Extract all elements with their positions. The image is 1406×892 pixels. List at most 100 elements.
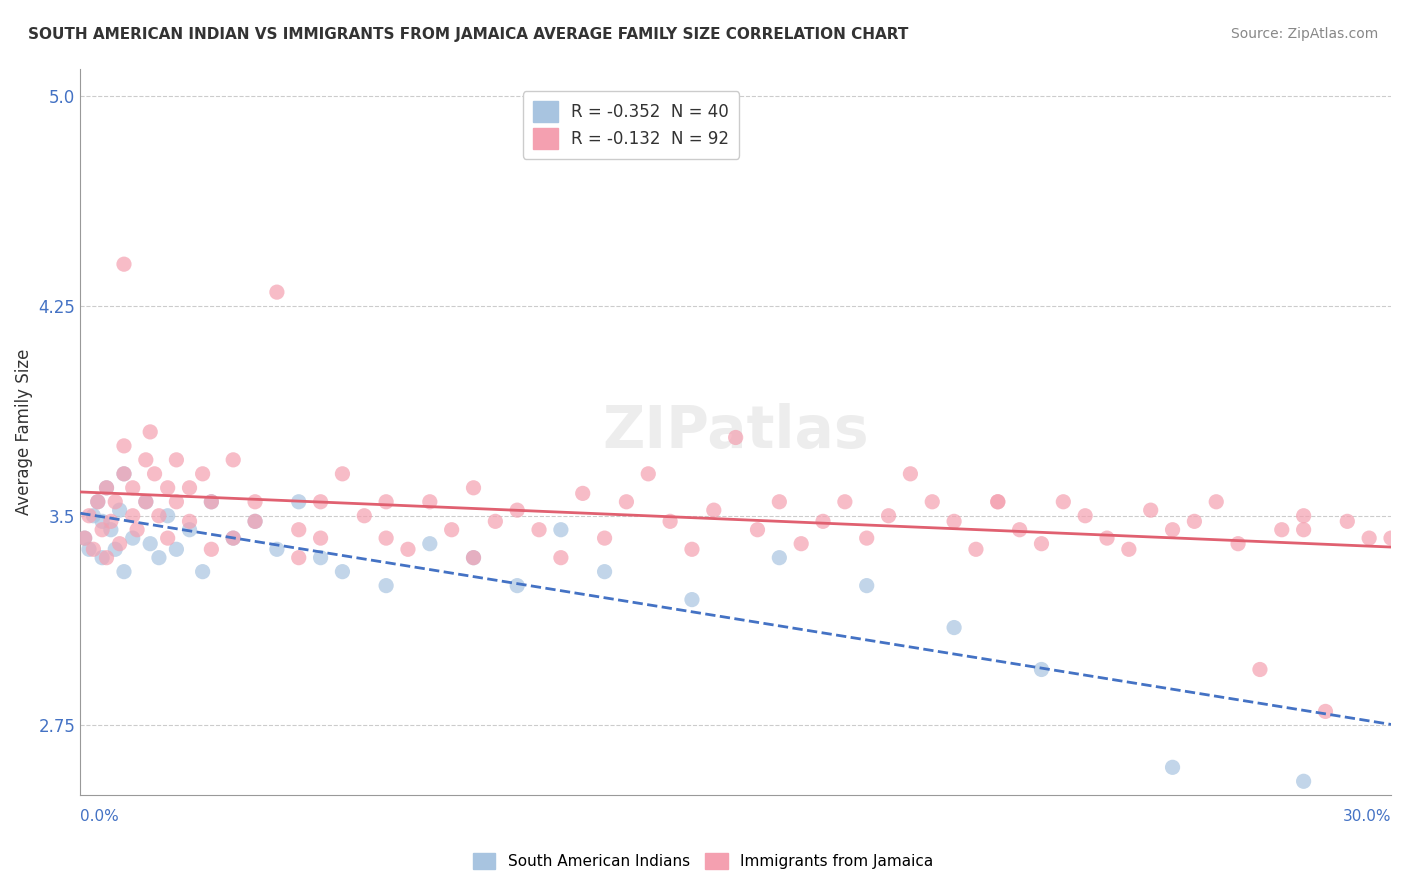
Point (550, 550, 572, 565)
Point (139, 537, 162, 551)
Point (82, 508, 104, 523)
Point (353, 508, 375, 523)
Point (637, 467, 659, 481)
Point (593, 565, 616, 579)
Point (1292, 508, 1315, 523)
Point (112, 257, 135, 271)
Point (724, 430, 747, 444)
Point (506, 503, 529, 517)
Point (108, 503, 131, 517)
Point (987, 495, 1010, 509)
Point (91, 523, 114, 537)
Point (135, 453, 157, 467)
Point (108, 537, 131, 551)
Point (243, 514, 266, 528)
Point (309, 550, 332, 565)
Point (1052, 495, 1074, 509)
Point (127, 523, 149, 537)
Point (375, 495, 398, 509)
Point (287, 495, 309, 509)
Point (222, 453, 245, 467)
Point (135, 495, 157, 509)
Point (571, 486, 593, 500)
Point (900, 467, 922, 481)
Point (96, 550, 118, 565)
Point (243, 514, 266, 528)
Point (96, 481, 118, 495)
Point (1182, 514, 1205, 528)
Legend: South American Indians, Immigrants from Jamaica: South American Indians, Immigrants from … (467, 847, 939, 875)
Point (243, 495, 266, 509)
Point (768, 550, 790, 565)
Point (135, 495, 157, 509)
Text: Source: ZipAtlas.com: Source: ZipAtlas.com (1230, 27, 1378, 41)
Point (1161, 760, 1184, 774)
Point (659, 514, 682, 528)
Point (156, 508, 179, 523)
Point (200, 495, 222, 509)
Point (112, 565, 135, 579)
Point (82, 542, 104, 557)
Point (965, 542, 987, 557)
Point (191, 467, 214, 481)
Point (77, 508, 100, 523)
Point (1249, 663, 1271, 677)
Point (1139, 503, 1161, 517)
Point (222, 531, 245, 545)
Point (1031, 663, 1053, 677)
Point (165, 495, 187, 509)
Point (1008, 523, 1031, 537)
Point (179, 514, 201, 528)
Point (121, 508, 143, 523)
Point (1118, 542, 1140, 557)
Text: ZIPatlas: ZIPatlas (602, 403, 869, 460)
Point (811, 514, 834, 528)
Point (165, 453, 187, 467)
Point (790, 537, 813, 551)
Text: 30.0%: 30.0% (1343, 809, 1391, 824)
Point (191, 565, 214, 579)
Point (112, 439, 135, 453)
Point (463, 481, 485, 495)
Point (943, 621, 966, 635)
Y-axis label: Average Family Size: Average Family Size (15, 349, 32, 515)
Point (463, 550, 485, 565)
Point (100, 514, 122, 528)
Point (309, 495, 332, 509)
Point (1031, 537, 1053, 551)
Legend: R = -0.352  N = 40, R = -0.132  N = 92: R = -0.352 N = 40, R = -0.132 N = 92 (523, 91, 740, 159)
Point (222, 531, 245, 545)
Point (1095, 531, 1118, 545)
Point (943, 514, 966, 528)
Point (139, 425, 162, 439)
Point (440, 523, 463, 537)
Point (165, 542, 187, 557)
Point (121, 531, 143, 545)
Point (1292, 523, 1315, 537)
Point (112, 467, 135, 481)
Point (506, 579, 529, 593)
Point (877, 508, 900, 523)
Point (200, 495, 222, 509)
Point (156, 481, 179, 495)
Point (703, 503, 725, 517)
Point (550, 523, 572, 537)
Point (148, 550, 170, 565)
Point (484, 514, 506, 528)
Point (681, 592, 703, 607)
Point (266, 285, 288, 300)
Point (921, 495, 943, 509)
Point (987, 495, 1010, 509)
Point (747, 523, 769, 537)
Point (1271, 523, 1294, 537)
Point (112, 467, 135, 481)
Point (1205, 495, 1227, 509)
Point (73, 531, 96, 545)
Point (1315, 705, 1337, 719)
Point (855, 579, 877, 593)
Point (332, 467, 354, 481)
Text: 0.0%: 0.0% (80, 809, 120, 824)
Point (463, 550, 485, 565)
Point (1074, 508, 1097, 523)
Point (419, 495, 441, 509)
